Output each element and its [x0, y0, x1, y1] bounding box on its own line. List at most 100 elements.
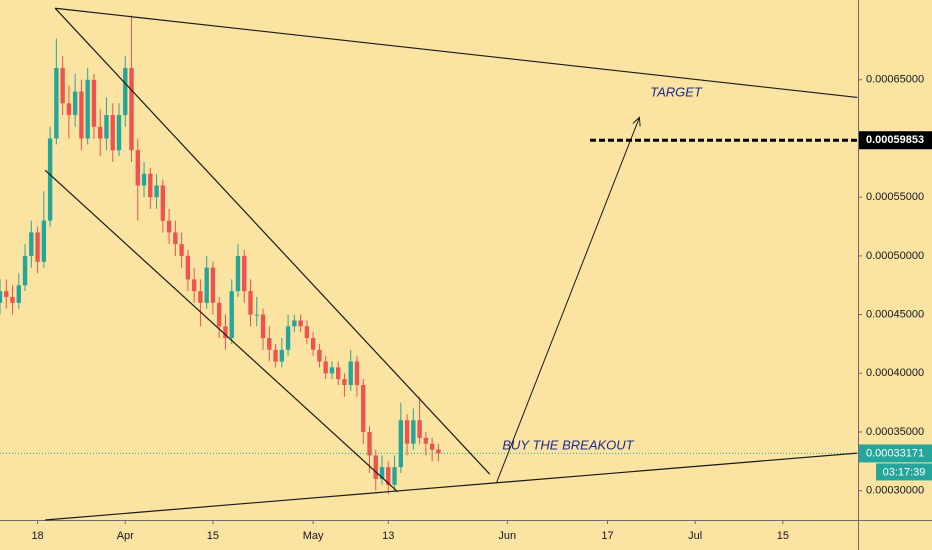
candle-body: [260, 314, 266, 339]
candle-body: [223, 326, 228, 339]
countdown-box: [876, 463, 932, 481]
candle-body: [317, 349, 322, 362]
y-tick-label: 0.00055000: [866, 191, 924, 203]
candle-body: [47, 138, 53, 221]
candle-body: [91, 79, 97, 127]
candle-body: [110, 115, 115, 151]
candle-body: [4, 291, 9, 297]
candle-body: [148, 173, 153, 198]
candle-body: [423, 437, 429, 444]
x-tick-label: Jun: [498, 530, 516, 542]
candle-body: [29, 232, 34, 256]
target-price-label: 0.00059853: [866, 134, 924, 146]
countdown-label: 03:17:39: [883, 466, 926, 478]
x-tick-label: May: [303, 530, 324, 542]
trend-line: [55, 7, 858, 99]
candle-body: [129, 68, 134, 151]
candle-body: [273, 349, 278, 362]
candle-body: [292, 320, 297, 327]
candle-body: [191, 279, 197, 292]
y-tick-label: 0.00030000: [866, 485, 924, 497]
candle-body: [310, 338, 316, 350]
candle-body: [79, 91, 84, 139]
candle-body: [160, 185, 166, 221]
candle-body: [285, 326, 291, 350]
candle-body: [116, 115, 122, 151]
arrow-head: [632, 116, 641, 127]
last-price-box: [859, 444, 932, 463]
candle-body: [154, 185, 159, 198]
target-price-box: [859, 131, 932, 150]
candle-body: [166, 220, 172, 233]
candle-body: [217, 302, 222, 327]
candle-body: [198, 291, 203, 303]
trend-line: [54, 7, 491, 475]
candle-body: [279, 349, 285, 362]
candle-body: [185, 255, 191, 280]
candle-body: [392, 467, 397, 485]
x-tick-label: 17: [601, 530, 613, 542]
candle-body: [98, 126, 103, 139]
candle-body: [72, 91, 78, 116]
candle-body: [41, 220, 47, 262]
trend-line: [44, 169, 399, 493]
y-tick-label: 0.00050000: [866, 250, 924, 262]
x-tick-label: 18: [31, 530, 43, 542]
candle-body: [298, 320, 303, 327]
candle-body: [204, 267, 209, 303]
candle-body: [304, 326, 310, 339]
candle-body: [373, 455, 378, 479]
x-tick-label: 15: [207, 530, 219, 542]
candle-body: [361, 385, 366, 432]
candle-body: [235, 255, 241, 292]
x-tick-label: Jul: [688, 530, 702, 542]
x-tick-label: 13: [382, 530, 394, 542]
x-tick-label: 15: [777, 530, 789, 542]
candle-body: [335, 367, 341, 380]
candle-body: [404, 420, 410, 444]
candle-body: [54, 68, 59, 139]
candle-body: [411, 420, 416, 444]
candle-body: [367, 431, 372, 456]
x-tick-label: Apr: [117, 530, 134, 542]
candle-body: [85, 79, 90, 139]
candle-body: [104, 115, 109, 139]
arrow-line: [496, 117, 640, 483]
candle-body: [60, 68, 65, 104]
candle-body: [386, 467, 391, 485]
candle-body: [22, 255, 28, 286]
candle-body: [254, 314, 259, 316]
last-price-label: 0.00033171: [866, 447, 924, 459]
candle-body: [123, 68, 128, 116]
candle-body: [248, 291, 253, 315]
annotation: BUY THE BREAKOUT: [502, 437, 634, 452]
candle-body: [267, 338, 272, 350]
y-tick-label: 0.00035000: [866, 426, 924, 438]
candle-body: [16, 285, 21, 303]
candle-body: [417, 420, 422, 438]
trend-line: [45, 452, 858, 521]
candle-body: [323, 361, 328, 374]
candle-body: [398, 420, 404, 468]
candle-body: [135, 150, 140, 186]
candle-body: [429, 443, 435, 450]
annotation: TARGET: [650, 84, 703, 99]
y-tick-label: 0.00040000: [866, 367, 924, 379]
candle-body: [179, 244, 184, 256]
candle-body: [10, 296, 15, 303]
candle-body: [329, 367, 335, 374]
candle-body: [229, 291, 234, 339]
candle-body: [242, 255, 247, 292]
candle-body: [173, 232, 178, 245]
candle-body: [66, 103, 72, 116]
candle-body: [348, 361, 353, 386]
candle-body: [354, 361, 360, 386]
candle-body: [436, 449, 441, 454]
candle-body: [210, 267, 216, 303]
y-tick-label: 0.00045000: [866, 308, 924, 320]
candle-body: [342, 379, 347, 386]
candle-body: [379, 467, 385, 479]
candle-body: [141, 173, 147, 186]
